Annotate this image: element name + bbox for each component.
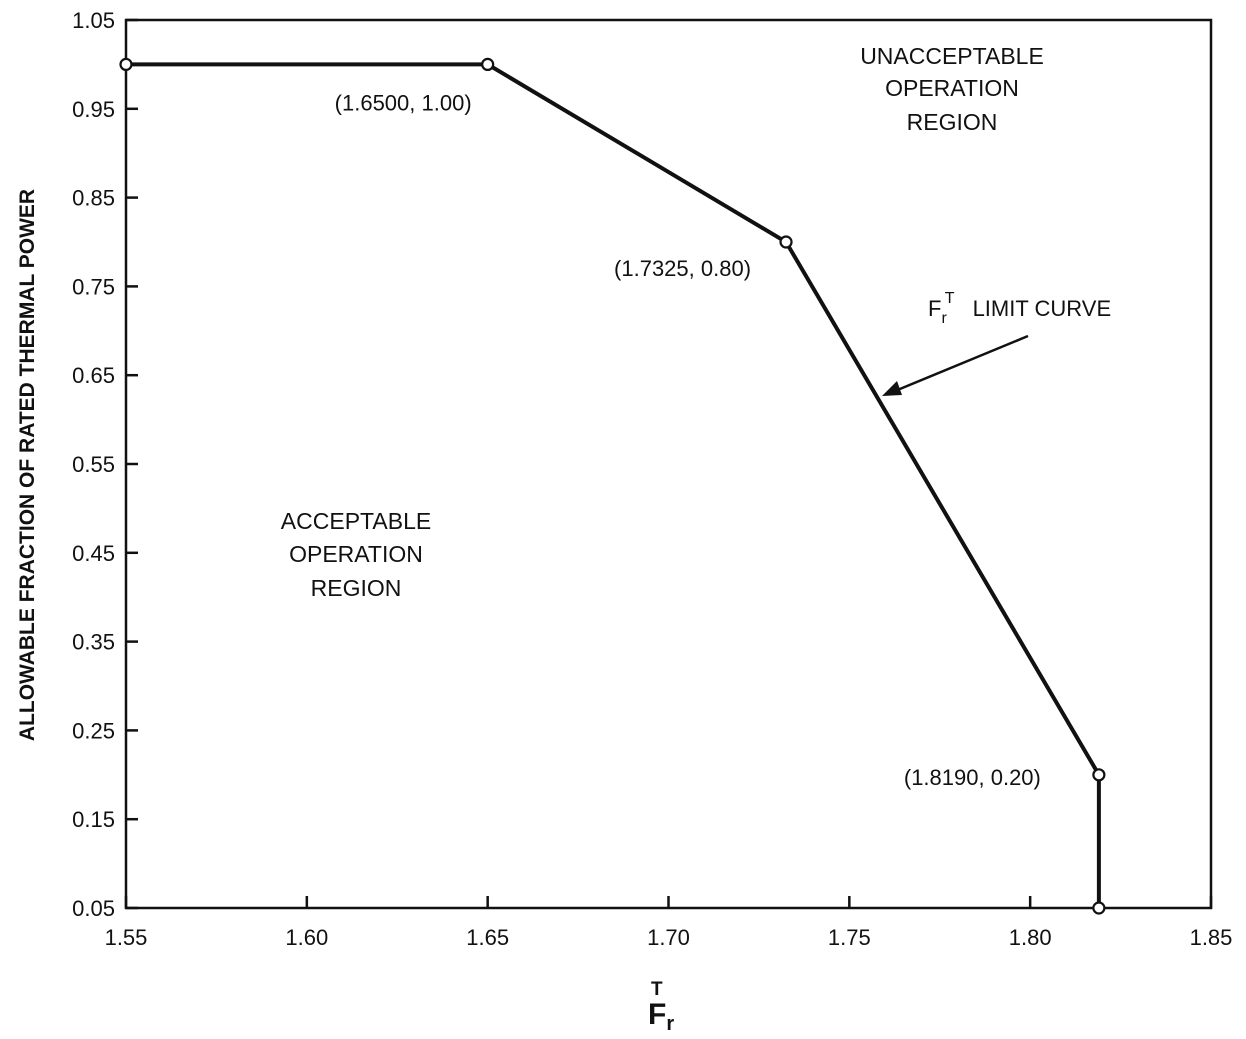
series — [119, 57, 1106, 915]
y-tick-label: 0.45 — [72, 541, 115, 566]
y-tick-label: 0.35 — [72, 630, 115, 655]
unacceptable-region-line-1: UNACCEPTABLE — [860, 43, 1044, 69]
y-tick-label: 0.85 — [72, 186, 115, 211]
data-point-marker — [119, 57, 133, 72]
x-tick-label: 1.65 — [466, 925, 509, 950]
y-tick-label: 0.65 — [72, 363, 115, 388]
data-point-marker — [481, 57, 495, 72]
y-tick-label: 0.75 — [72, 274, 115, 299]
y-tick-label: 0.25 — [72, 718, 115, 743]
x-tick-label: 1.70 — [647, 925, 690, 950]
x-tick-label: 1.80 — [1009, 925, 1052, 950]
acceptable-region-line-1: ACCEPTABLE — [281, 508, 431, 534]
acceptable-region-line-3: REGION — [311, 575, 402, 601]
plot-frame — [124, 18, 1213, 910]
ticks: 1.55 1.60 1.65 1.70 1.75 1.80 1.85 1.05 0.95 0.85… — [72, 8, 1232, 950]
point-label: (1.6500, 1.00) — [335, 90, 472, 115]
data-point-marker — [1092, 768, 1106, 782]
x-axis-label: Fr — [648, 998, 674, 1034]
x-tick-label: 1.60 — [285, 925, 328, 950]
limit-curve-label: FrT LIMIT CURVE — [928, 290, 1111, 327]
axes — [124, 18, 1213, 910]
unacceptable-region-line-2: OPERATION — [885, 75, 1019, 101]
y-tick-label: 0.55 — [72, 452, 115, 477]
limit-curve-label-rest: LIMIT CURVE — [973, 296, 1112, 321]
data-point-marker — [1092, 901, 1106, 915]
limit-curve-arrow-shaft — [894, 334, 1029, 393]
limit-curve-label-sub: r — [941, 310, 947, 327]
limit-curve-label-sup: T — [945, 290, 955, 307]
point-label: (1.7325, 0.80) — [614, 256, 751, 281]
limit-curve-arrowhead — [882, 381, 902, 396]
y-tick-label: 0.05 — [72, 896, 115, 921]
point-label: (1.8190, 0.20) — [904, 765, 1041, 790]
y-tick-label: 1.05 — [72, 8, 115, 33]
x-tick-label: 1.85 — [1190, 925, 1233, 950]
x-tick-label: 1.55 — [105, 925, 148, 950]
x-axis-label-superscript: T — [651, 979, 663, 1000]
x-axis-label-sub: r — [666, 1013, 674, 1034]
x-tick-label: 1.75 — [828, 925, 871, 950]
data-point-marker — [779, 235, 793, 249]
point-labels: (1.6500, 1.00) (1.7325, 0.80) (1.8190, 0.2… — [335, 90, 1041, 789]
y-tick-label: 0.95 — [72, 97, 115, 122]
y-axis-label: ALLOWABLE FRACTION OF RATED THERMAL POWE… — [16, 189, 39, 741]
limit-curve-label-main: F — [928, 296, 941, 321]
y-tick-label: 0.15 — [72, 807, 115, 832]
unacceptable-region-line-3: REGION — [907, 109, 998, 135]
acceptable-region-line-2: OPERATION — [289, 541, 423, 567]
x-axis-label-main: F — [648, 998, 666, 1031]
